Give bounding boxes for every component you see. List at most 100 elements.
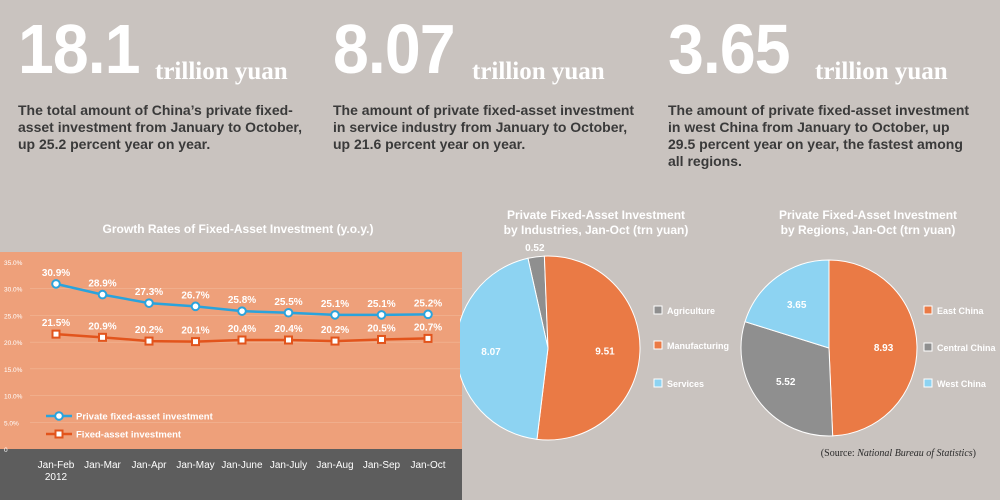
desc-line: in west China from January to October, u… (668, 119, 950, 135)
pie-chart-regions: 8.93 5.52 3.65 East China Central China West … (740, 259, 997, 437)
stat-services-desc: The amount of private fixed-asset invest… (333, 102, 663, 153)
data-label: 27.3% (135, 287, 163, 298)
title-line: by Regions, Jan-Oct (trn yuan) (780, 223, 956, 237)
data-point (237, 306, 247, 316)
data-point (376, 310, 387, 320)
data-point (191, 337, 200, 347)
data-point (97, 289, 108, 300)
legend-marker (54, 429, 64, 439)
line-chart-title: Growth Rates of Fixed-Asset Investment (… (102, 222, 374, 236)
data-label: 20.9% (88, 321, 116, 332)
plot-background (0, 252, 462, 449)
legend-swatch (653, 378, 663, 388)
y-tick-label: 0 (4, 447, 8, 454)
line-chart: 35.0% 30.0% 25.0% 20.0% 15.0% 10.0% 5.0% 0 Jan-F… (0, 252, 462, 500)
desc-line: in service industry from January to Octo… (333, 119, 628, 135)
title-line: Private Fixed-Asset Investment (506, 208, 686, 222)
data-point (377, 334, 386, 344)
data-point (423, 333, 433, 343)
data-label: 20.4% (274, 324, 302, 335)
data-label: 20.2% (135, 325, 163, 336)
data-point (237, 335, 247, 345)
data-label: 20.7% (414, 322, 442, 333)
stat-total-value: 18.1 (18, 10, 141, 88)
y-tick-label: 20.0% (4, 340, 23, 347)
x-tick-label: Jan-June (221, 460, 263, 471)
data-label: 30.9% (42, 268, 70, 279)
data-point (284, 335, 293, 345)
desc-line: 29.5 percent year on year, the fastest a… (668, 136, 963, 152)
data-point (330, 310, 340, 320)
data-point (144, 298, 154, 308)
desc-line: up 25.2 percent year on year. (18, 136, 211, 152)
source-prefix: (Source: (820, 448, 858, 459)
data-label: 20.5% (367, 323, 395, 334)
slice-label: 0.52 (525, 243, 545, 254)
desc-line: asset investment from January to October… (18, 119, 302, 135)
pie-chart-industries: 0.52 9.51 8.07 Agriculture Manufacturing Serv… (460, 243, 729, 441)
data-point (144, 336, 154, 346)
title-line: Private Fixed-Asset Investment (778, 208, 958, 222)
pie-slice (460, 257, 549, 440)
x-tick-label: Jan-May (176, 460, 214, 471)
legend-swatch (923, 305, 933, 315)
y-tick-label: 25.0% (4, 313, 23, 320)
x-tick-label: Jan-Oct (410, 460, 445, 471)
pie-slice (740, 321, 834, 437)
legend-marker (54, 411, 64, 421)
stat-services-value: 8.07 (333, 10, 456, 88)
slice-label: 8.07 (481, 347, 501, 358)
data-label: 28.9% (88, 279, 116, 290)
stat-west-unit: trillion yuan (815, 58, 948, 85)
source-note: (Source: National Bureau of Statistics) (821, 448, 976, 459)
legend-swatch (653, 305, 663, 315)
data-label: 25.1% (321, 299, 349, 310)
pie-slice (744, 259, 830, 349)
slice-label: 8.93 (874, 343, 894, 354)
desc-line: up 21.6 percent year on year. (333, 136, 526, 152)
slice-label: 3.65 (787, 300, 807, 311)
data-point (51, 279, 61, 289)
y-tick-label: 15.0% (4, 367, 23, 374)
stat-west-value: 3.65 (668, 10, 791, 88)
legend-label: Manufacturing (667, 341, 729, 351)
desc-line: all regions. (668, 153, 742, 169)
data-label: 25.8% (228, 295, 256, 306)
pie-slice (536, 255, 641, 441)
data-label: 25.2% (414, 298, 442, 309)
data-label: 25.1% (367, 299, 395, 310)
desc-line: The amount of private fixed-asset invest… (668, 102, 970, 118)
data-point (283, 307, 294, 318)
legend-swatch (923, 378, 933, 388)
stat-total-unit: trillion yuan (155, 58, 288, 85)
pie-regions-title: Private Fixed-Asset Investment by Region… (730, 208, 1000, 238)
slice-label: 5.52 (776, 377, 796, 388)
y-tick-label: 35.0% (4, 260, 23, 267)
data-point (423, 309, 433, 320)
y-tick-label: 5.0% (4, 420, 19, 427)
data-label: 20.4% (228, 324, 256, 335)
data-point (98, 332, 107, 342)
x-tick-label: Jan-Aug (316, 460, 353, 471)
stat-west-desc: The amount of private fixed-asset invest… (668, 102, 998, 170)
desc-line: The total amount of China’s private fixe… (18, 102, 293, 118)
legend-swatch (653, 340, 663, 350)
data-label: 25.5% (274, 297, 302, 308)
source-suffix: ) (972, 448, 976, 459)
x-tick-label-year: 2012 (45, 472, 68, 483)
pie-slice (828, 259, 918, 437)
legend-swatch (923, 342, 933, 352)
data-point (190, 301, 201, 312)
legend-label: Services (667, 379, 704, 389)
slice-label: 9.51 (595, 346, 615, 357)
x-tick-label: Jan-Apr (131, 460, 167, 471)
y-tick-label: 10.0% (4, 394, 23, 401)
stat-services-unit: trillion yuan (472, 58, 605, 85)
x-axis-band (0, 449, 462, 500)
data-label: 26.7% (181, 290, 209, 301)
data-point (51, 329, 61, 339)
x-tick-label: Jan-Mar (84, 460, 121, 471)
legend-label: East China (937, 306, 985, 316)
legend-label: Private fixed-asset investment (76, 412, 214, 423)
legend-label: Central China (937, 343, 997, 353)
